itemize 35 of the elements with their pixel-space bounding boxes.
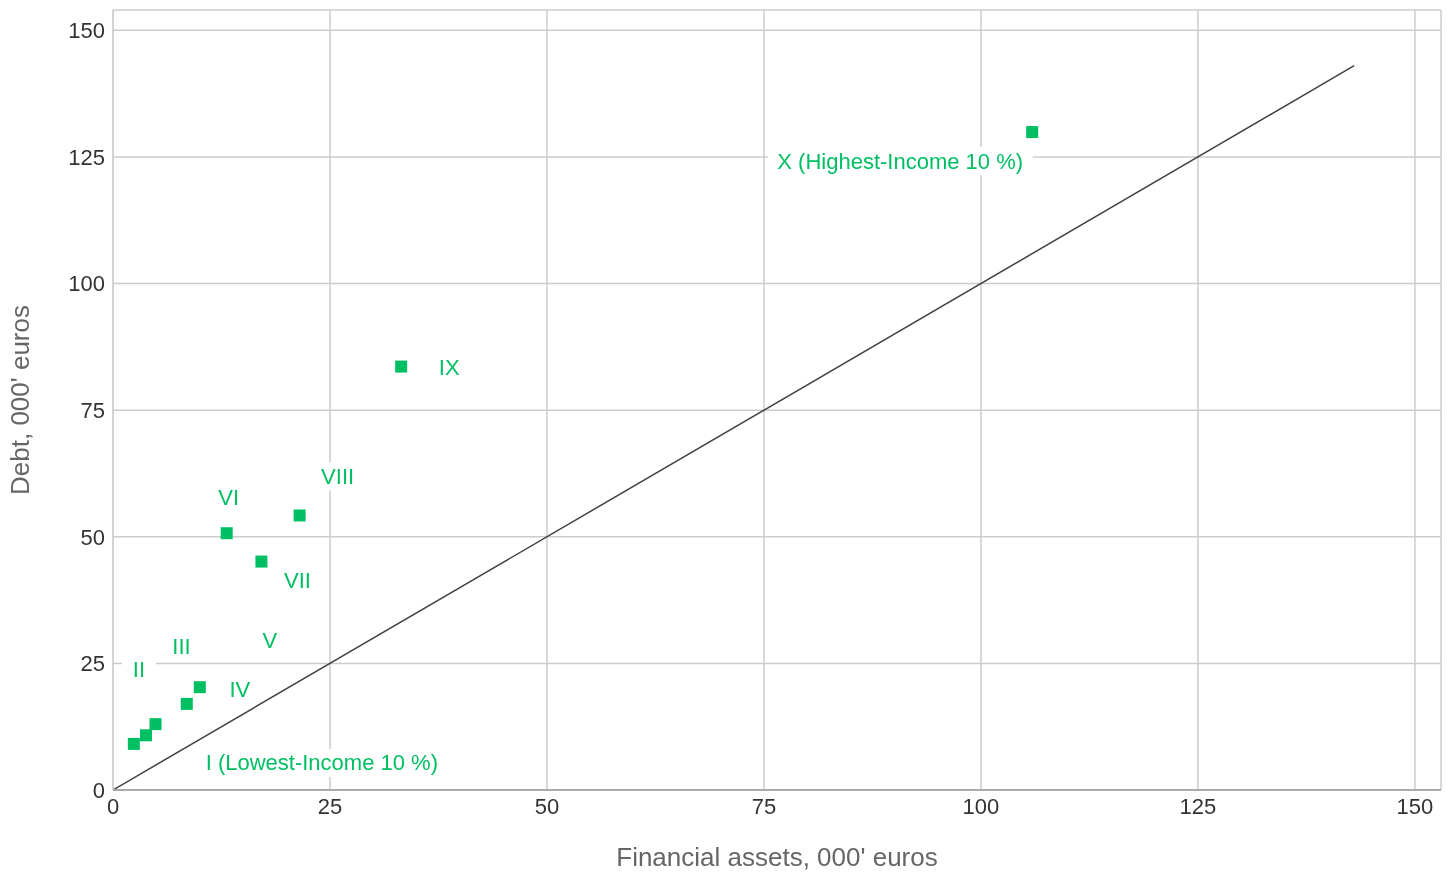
annotation: VIII bbox=[321, 463, 355, 489]
y-tick-label: 25 bbox=[80, 651, 105, 677]
point bbox=[1026, 126, 1039, 139]
annotation: I (Lowest-Income 10 %) bbox=[205, 750, 438, 776]
point bbox=[127, 737, 140, 750]
point bbox=[149, 718, 162, 731]
point bbox=[180, 697, 193, 710]
x-axis-title: Financial assets, 000' euros bbox=[616, 842, 938, 872]
y-tick-label: 75 bbox=[80, 397, 105, 423]
point bbox=[395, 360, 408, 373]
y-tick-label: 0 bbox=[92, 777, 105, 803]
annotation: X (Highest-Income 10 %) bbox=[777, 148, 1024, 174]
point bbox=[255, 555, 268, 568]
annotation: III bbox=[172, 633, 191, 659]
y-axis-title: Debt, 000' euros bbox=[5, 305, 36, 495]
x-tick-label: 25 bbox=[317, 793, 343, 819]
annotation: V bbox=[262, 627, 278, 653]
annotation: IV bbox=[229, 677, 251, 703]
y-tick-label: 100 bbox=[68, 271, 105, 297]
x-tick-label: 100 bbox=[962, 793, 1000, 819]
point bbox=[220, 527, 233, 540]
y-tick-label: 125 bbox=[68, 144, 105, 170]
annotation: IX bbox=[438, 355, 460, 381]
x-tick-label: 150 bbox=[1396, 793, 1434, 819]
point bbox=[193, 681, 206, 694]
x-tick-label: 50 bbox=[534, 793, 560, 819]
y-tick-label: 50 bbox=[80, 524, 105, 550]
annotation: VII bbox=[283, 568, 311, 594]
point bbox=[139, 729, 152, 742]
x-tick-label: 125 bbox=[1179, 793, 1217, 819]
point bbox=[293, 509, 306, 522]
x-tick-label: 75 bbox=[751, 793, 777, 819]
annotation: II bbox=[132, 656, 146, 682]
y-tick-label: 150 bbox=[68, 18, 105, 44]
annotation: VI bbox=[218, 484, 240, 510]
